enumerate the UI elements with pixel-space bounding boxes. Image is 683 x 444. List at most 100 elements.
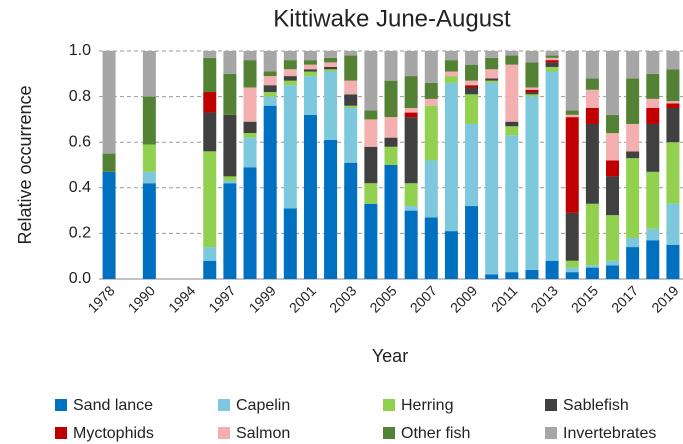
bar-segment	[404, 210, 418, 279]
bar-segment	[565, 110, 579, 115]
bar-segment	[283, 69, 297, 77]
bar-segment	[505, 135, 519, 273]
bar-segment	[545, 66, 559, 72]
bar-segment	[646, 98, 660, 108]
bar-segment	[223, 183, 237, 279]
bar-segment	[444, 82, 458, 232]
bar-segment	[344, 94, 358, 106]
bar-segment	[404, 117, 418, 184]
x-tick-label: 1994	[165, 282, 198, 315]
legend-swatch	[545, 427, 557, 439]
bar-segment	[203, 57, 217, 93]
bar-segment	[606, 51, 620, 115]
x-tick-label: 1978	[84, 282, 117, 315]
bar-segment	[505, 64, 519, 122]
legend-swatch	[218, 399, 230, 411]
bar-segment	[203, 260, 217, 279]
bar-segment	[485, 78, 499, 81]
y-tick-label: 0.6	[69, 133, 91, 150]
bar-segment	[344, 80, 358, 95]
bar-segment	[565, 114, 579, 118]
x-tick-label: 2013	[527, 282, 560, 315]
bar-segment	[545, 60, 559, 63]
bar-segment	[485, 80, 499, 83]
bar-segment	[525, 96, 539, 270]
bar-segment	[485, 57, 499, 70]
bar-segment	[324, 139, 338, 279]
bar-segment	[646, 228, 660, 241]
bar-segment	[203, 112, 217, 152]
bar-segment	[606, 260, 620, 266]
legend-label: Invertebrates	[563, 425, 656, 442]
bar-segment	[384, 146, 398, 165]
bar-segment	[263, 92, 277, 97]
bar-segment	[324, 51, 338, 58]
bar-segment	[364, 51, 378, 111]
x-tick-label: 1997	[205, 282, 238, 315]
bar-segment	[444, 60, 458, 72]
x-axis-label: Year	[372, 346, 408, 366]
bar-segment	[505, 126, 519, 136]
x-tick-label: 2011	[488, 282, 521, 315]
bar-segment	[444, 51, 458, 61]
bar-segment	[142, 96, 156, 145]
bar-segment	[646, 51, 660, 74]
bar-segment	[364, 110, 378, 120]
bar-segment	[525, 51, 539, 63]
bar-segment	[666, 203, 680, 245]
bar-segment	[384, 80, 398, 118]
bar-segment	[485, 82, 499, 275]
legend-swatch	[383, 427, 395, 439]
bar-segment	[585, 123, 599, 204]
bar-segment	[666, 101, 680, 104]
bar-segment	[404, 51, 418, 77]
bar-segment	[344, 108, 358, 163]
bar-segment	[303, 76, 317, 115]
y-tick-label: 0.2	[69, 225, 91, 242]
x-tick-label: 2017	[608, 282, 641, 315]
legend-label: Salmon	[236, 425, 290, 442]
bar-segment	[283, 76, 297, 81]
bar-segment	[303, 69, 317, 72]
bar-segment	[344, 51, 358, 56]
bar-segment	[545, 57, 559, 61]
bar-segment	[545, 55, 559, 58]
bar-segment	[142, 144, 156, 172]
bar-segment	[142, 183, 156, 279]
bar-segment	[606, 176, 620, 216]
bar-segment	[324, 66, 338, 70]
bar-segment	[303, 64, 317, 70]
bar-segment	[485, 51, 499, 58]
bar-segment	[263, 105, 277, 279]
bar-segment	[324, 69, 338, 72]
bar-segment	[485, 69, 499, 79]
y-tick-label: 0.0	[69, 270, 91, 287]
bar-segment	[666, 142, 680, 204]
bar-segment	[364, 146, 378, 184]
legend-swatch	[383, 399, 395, 411]
bar-segment	[203, 51, 217, 58]
bar-segment	[303, 60, 317, 65]
bar-segment	[626, 237, 640, 248]
bar-segment	[102, 153, 116, 172]
bar-segment	[545, 71, 559, 261]
bar-segment	[364, 203, 378, 279]
x-tick-label: 2009	[447, 282, 480, 315]
bar-segment	[646, 171, 660, 229]
legend-label: Herring	[401, 397, 453, 414]
bar-segment	[102, 171, 116, 279]
bar-segment	[585, 265, 599, 268]
bar-segment	[283, 51, 297, 61]
bar-segment	[404, 183, 418, 207]
x-tick-label: 2007	[407, 282, 440, 315]
bar-segment	[525, 92, 539, 95]
bar-segment	[626, 123, 640, 152]
bar-segment	[545, 260, 559, 279]
bar-segment	[283, 208, 297, 279]
bar-segment	[283, 85, 297, 209]
bar-segment	[142, 51, 156, 97]
bar-segment	[626, 78, 640, 124]
bar-segment	[666, 108, 680, 143]
x-tick-label: 2019	[648, 282, 681, 315]
